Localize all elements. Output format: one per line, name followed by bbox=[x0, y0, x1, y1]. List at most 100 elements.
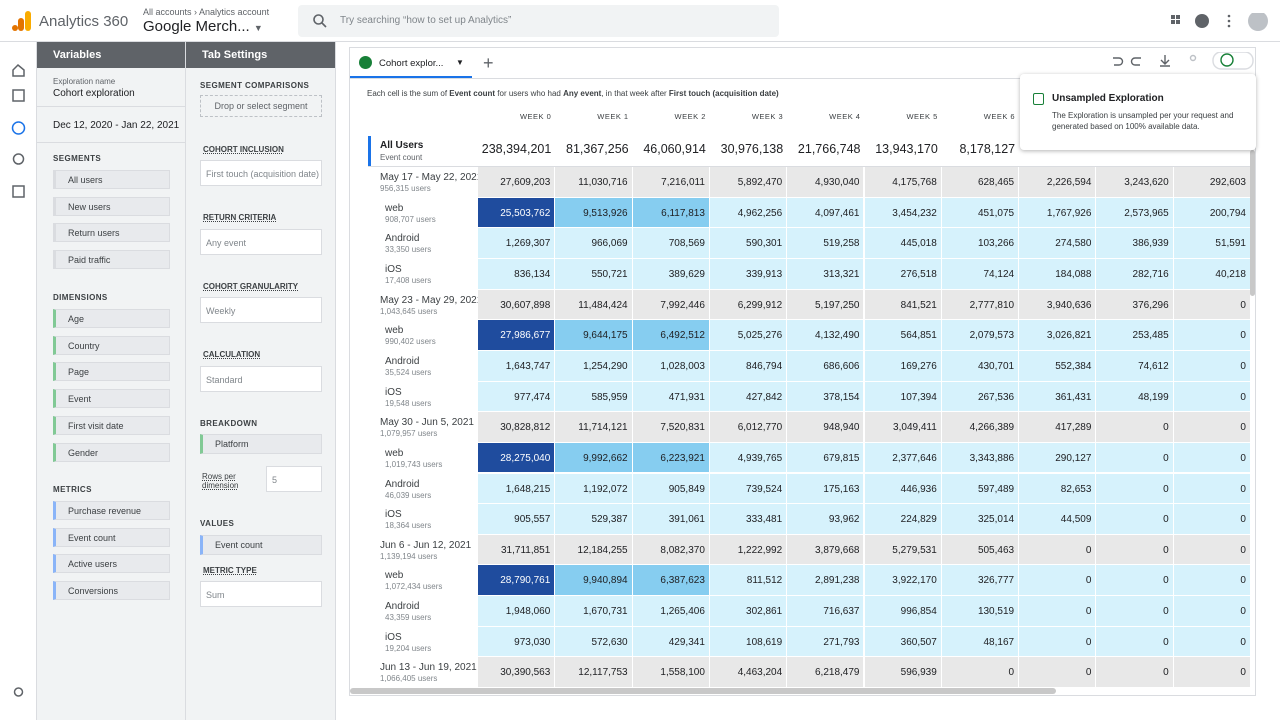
cell: 1,192,072 bbox=[555, 474, 632, 505]
cell: 0 bbox=[1096, 412, 1173, 443]
setting-input[interactable]: Any event bbox=[200, 229, 322, 255]
cell: 130,519 bbox=[942, 596, 1019, 627]
row-users: 1,072,434 users bbox=[385, 582, 442, 591]
segment-chip[interactable]: All users bbox=[53, 170, 170, 189]
setting-input[interactable]: 5 bbox=[266, 466, 322, 492]
cell: 628,465 bbox=[942, 167, 1019, 198]
top-icons[interactable] bbox=[1168, 13, 1268, 33]
section-label: SEGMENT COMPARISONS bbox=[200, 81, 309, 90]
drop-zone[interactable]: Drop or select segment bbox=[200, 95, 322, 117]
exploration-name[interactable]: Cohort exploration bbox=[53, 88, 135, 99]
scrollbar[interactable] bbox=[350, 688, 1056, 694]
value-chip[interactable]: Event count bbox=[200, 535, 322, 555]
row-label: May 17 - May 22, 2021 bbox=[380, 172, 482, 183]
cell: 386,939 bbox=[1096, 228, 1173, 259]
cell: 417,289 bbox=[1019, 412, 1096, 443]
setting-input[interactable]: Sum bbox=[200, 581, 322, 607]
cell: 271,793 bbox=[787, 627, 864, 658]
cell: 552,384 bbox=[1019, 351, 1096, 382]
cell: 282,716 bbox=[1096, 259, 1173, 290]
add-tab[interactable]: + bbox=[483, 53, 494, 74]
segment-chip[interactable]: Paid traffic bbox=[53, 250, 170, 269]
cell: 11,714,121 bbox=[555, 412, 632, 443]
row-label: Android bbox=[385, 356, 419, 367]
date-range[interactable]: Dec 12, 2020 - Jan 22, 2021 bbox=[53, 120, 179, 131]
metric-chip[interactable]: Event count bbox=[53, 528, 170, 547]
cell: 391,061 bbox=[633, 504, 710, 535]
row-users: 33,350 users bbox=[385, 245, 431, 254]
section-label: DIMENSIONS bbox=[53, 293, 108, 302]
total-value: 21,766,748 bbox=[787, 142, 860, 156]
cell: 0 bbox=[1096, 657, 1173, 688]
cell: 996,854 bbox=[865, 596, 942, 627]
segment-chip[interactable]: New users bbox=[53, 197, 170, 216]
row-users: 1,066,405 users bbox=[380, 674, 437, 683]
row-users: 17,408 users bbox=[385, 276, 431, 285]
cell: 44,509 bbox=[1019, 504, 1096, 535]
cell: 0 bbox=[1174, 504, 1250, 535]
cell: 596,939 bbox=[865, 657, 942, 688]
dimension-chip[interactable]: Gender bbox=[53, 443, 170, 462]
total-value: 238,394,201 bbox=[478, 142, 551, 156]
cell: 0 bbox=[1174, 412, 1250, 443]
nav-icons[interactable] bbox=[0, 42, 37, 720]
cell: 905,557 bbox=[478, 504, 555, 535]
row-label: May 23 - May 29, 2021 bbox=[380, 295, 482, 306]
segment-chip[interactable]: Return users bbox=[53, 223, 170, 242]
cell: 550,721 bbox=[555, 259, 632, 290]
cell: 2,891,238 bbox=[787, 565, 864, 596]
row-users: 1,079,957 users bbox=[380, 429, 437, 438]
tab[interactable]: Cohort explor... ▼ bbox=[350, 48, 472, 78]
cell: 3,879,668 bbox=[787, 535, 864, 566]
cell: 361,431 bbox=[1019, 382, 1096, 413]
dimension-chip[interactable]: Age bbox=[53, 309, 170, 328]
cell: 977,474 bbox=[478, 382, 555, 413]
row-label: iOS bbox=[385, 509, 402, 520]
cell: 451,075 bbox=[942, 198, 1019, 229]
row-label: web bbox=[385, 325, 403, 336]
setting-input[interactable]: Standard bbox=[200, 366, 322, 392]
property-selector[interactable]: Google Merch... ▼ bbox=[143, 18, 263, 35]
toolbar-icons[interactable] bbox=[1108, 52, 1254, 70]
cell: 25,503,762 bbox=[478, 198, 555, 229]
cell: 93,962 bbox=[787, 504, 864, 535]
metric-chip[interactable]: Purchase revenue bbox=[53, 501, 170, 520]
cell: 811,512 bbox=[710, 565, 787, 596]
setting-input[interactable]: First touch (acquisition date) bbox=[200, 160, 322, 186]
crumb[interactable]: Analytics account bbox=[199, 7, 269, 17]
breakdown-chip[interactable]: Platform bbox=[200, 434, 322, 454]
column-header: WEEK 1 bbox=[555, 112, 628, 121]
cell: 1,767,926 bbox=[1019, 198, 1096, 229]
scrollbar[interactable] bbox=[1250, 150, 1255, 296]
metric-chip[interactable]: Active users bbox=[53, 554, 170, 573]
cell: 11,030,716 bbox=[555, 167, 632, 198]
cell: 313,321 bbox=[787, 259, 864, 290]
metric-chip[interactable]: Conversions bbox=[53, 581, 170, 600]
cell: 905,849 bbox=[633, 474, 710, 505]
dimension-chip[interactable]: Event bbox=[53, 389, 170, 408]
logo bbox=[12, 11, 32, 31]
cell: 6,299,912 bbox=[710, 290, 787, 321]
setting-label: COHORT GRANULARITY bbox=[203, 282, 298, 291]
cell: 325,014 bbox=[942, 504, 1019, 535]
cell: 326,777 bbox=[942, 565, 1019, 596]
dimension-chip[interactable]: First visit date bbox=[53, 416, 170, 435]
cell: 846,794 bbox=[710, 351, 787, 382]
crumb[interactable]: All accounts bbox=[143, 7, 192, 17]
cell: 4,097,461 bbox=[787, 198, 864, 229]
left-nav bbox=[0, 42, 37, 720]
search-icon bbox=[313, 14, 327, 28]
setting-input[interactable]: Weekly bbox=[200, 297, 322, 323]
cell: 0 bbox=[1174, 382, 1250, 413]
search-box[interactable]: Try searching “how to set up Analytics” bbox=[298, 5, 779, 37]
section-label: VALUES bbox=[200, 519, 234, 528]
cell: 224,829 bbox=[865, 504, 942, 535]
dimension-chip[interactable]: Country bbox=[53, 336, 170, 355]
cell: 169,276 bbox=[865, 351, 942, 382]
cell: 31,711,851 bbox=[478, 535, 555, 566]
property-name: Google Merch... bbox=[143, 18, 250, 35]
tab-settings-panel: Tab Settings SEGMENT COMPARISONS Drop or… bbox=[186, 42, 336, 720]
dimension-chip[interactable]: Page bbox=[53, 362, 170, 381]
cell: 0 bbox=[1096, 627, 1173, 658]
total-sublabel: Event count bbox=[380, 153, 422, 162]
